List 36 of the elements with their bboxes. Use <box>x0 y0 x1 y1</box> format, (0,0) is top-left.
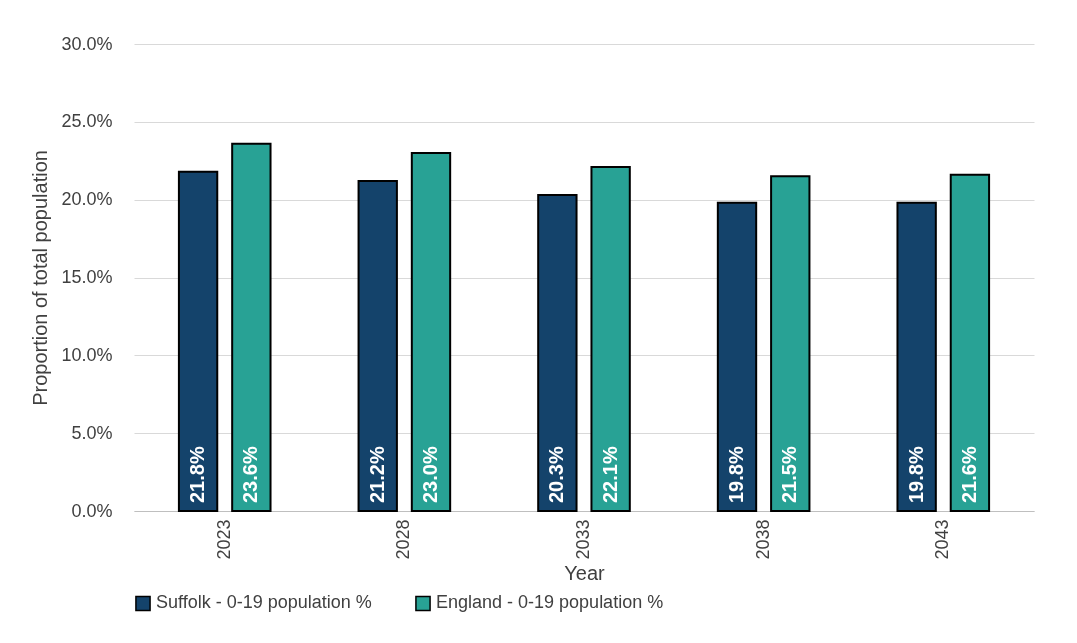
y-tick-label: 0.0% <box>71 500 113 521</box>
data-label: 21.2% <box>365 446 388 503</box>
bar <box>537 194 578 512</box>
x-tick-label: 2023 <box>213 519 234 560</box>
bar <box>770 175 811 512</box>
data-label: 21.8% <box>186 446 209 503</box>
bar <box>896 201 937 512</box>
bar <box>231 142 272 512</box>
y-tick-label: 10.0% <box>61 344 113 365</box>
x-axis-title: Year <box>564 561 606 584</box>
data-label: 23.0% <box>418 446 441 503</box>
data-label: 20.3% <box>545 446 568 503</box>
bar <box>177 170 219 512</box>
y-tick-label: 15.0% <box>61 267 113 287</box>
data-label: 21.5% <box>778 446 801 503</box>
y-tick-label: 5.0% <box>71 422 113 443</box>
y-tick-label: 30.0% <box>61 33 113 54</box>
y-axis-title: Proportion of total population <box>29 150 52 406</box>
bar <box>357 179 398 512</box>
bar <box>716 201 758 512</box>
bar <box>590 165 631 512</box>
x-tick-label: 2038 <box>752 519 773 560</box>
data-label: 23.6% <box>239 446 262 503</box>
data-label: 19.8% <box>904 446 927 503</box>
data-label: 22.1% <box>598 446 621 503</box>
x-tick-label: 2028 <box>393 519 414 560</box>
legend-label: Suffolk - 0-19 population % <box>156 592 372 613</box>
y-tick-label: 20.0% <box>61 189 113 210</box>
bar <box>410 151 452 512</box>
bar <box>949 173 991 512</box>
x-tick-label: 2043 <box>932 519 953 560</box>
y-tick-label: 25.0% <box>61 111 113 132</box>
x-tick-label: 2033 <box>573 519 593 560</box>
data-label: 19.8% <box>725 446 748 503</box>
data-label: 21.6% <box>957 446 980 503</box>
legend-label: England - 0-19 population % <box>436 592 664 613</box>
